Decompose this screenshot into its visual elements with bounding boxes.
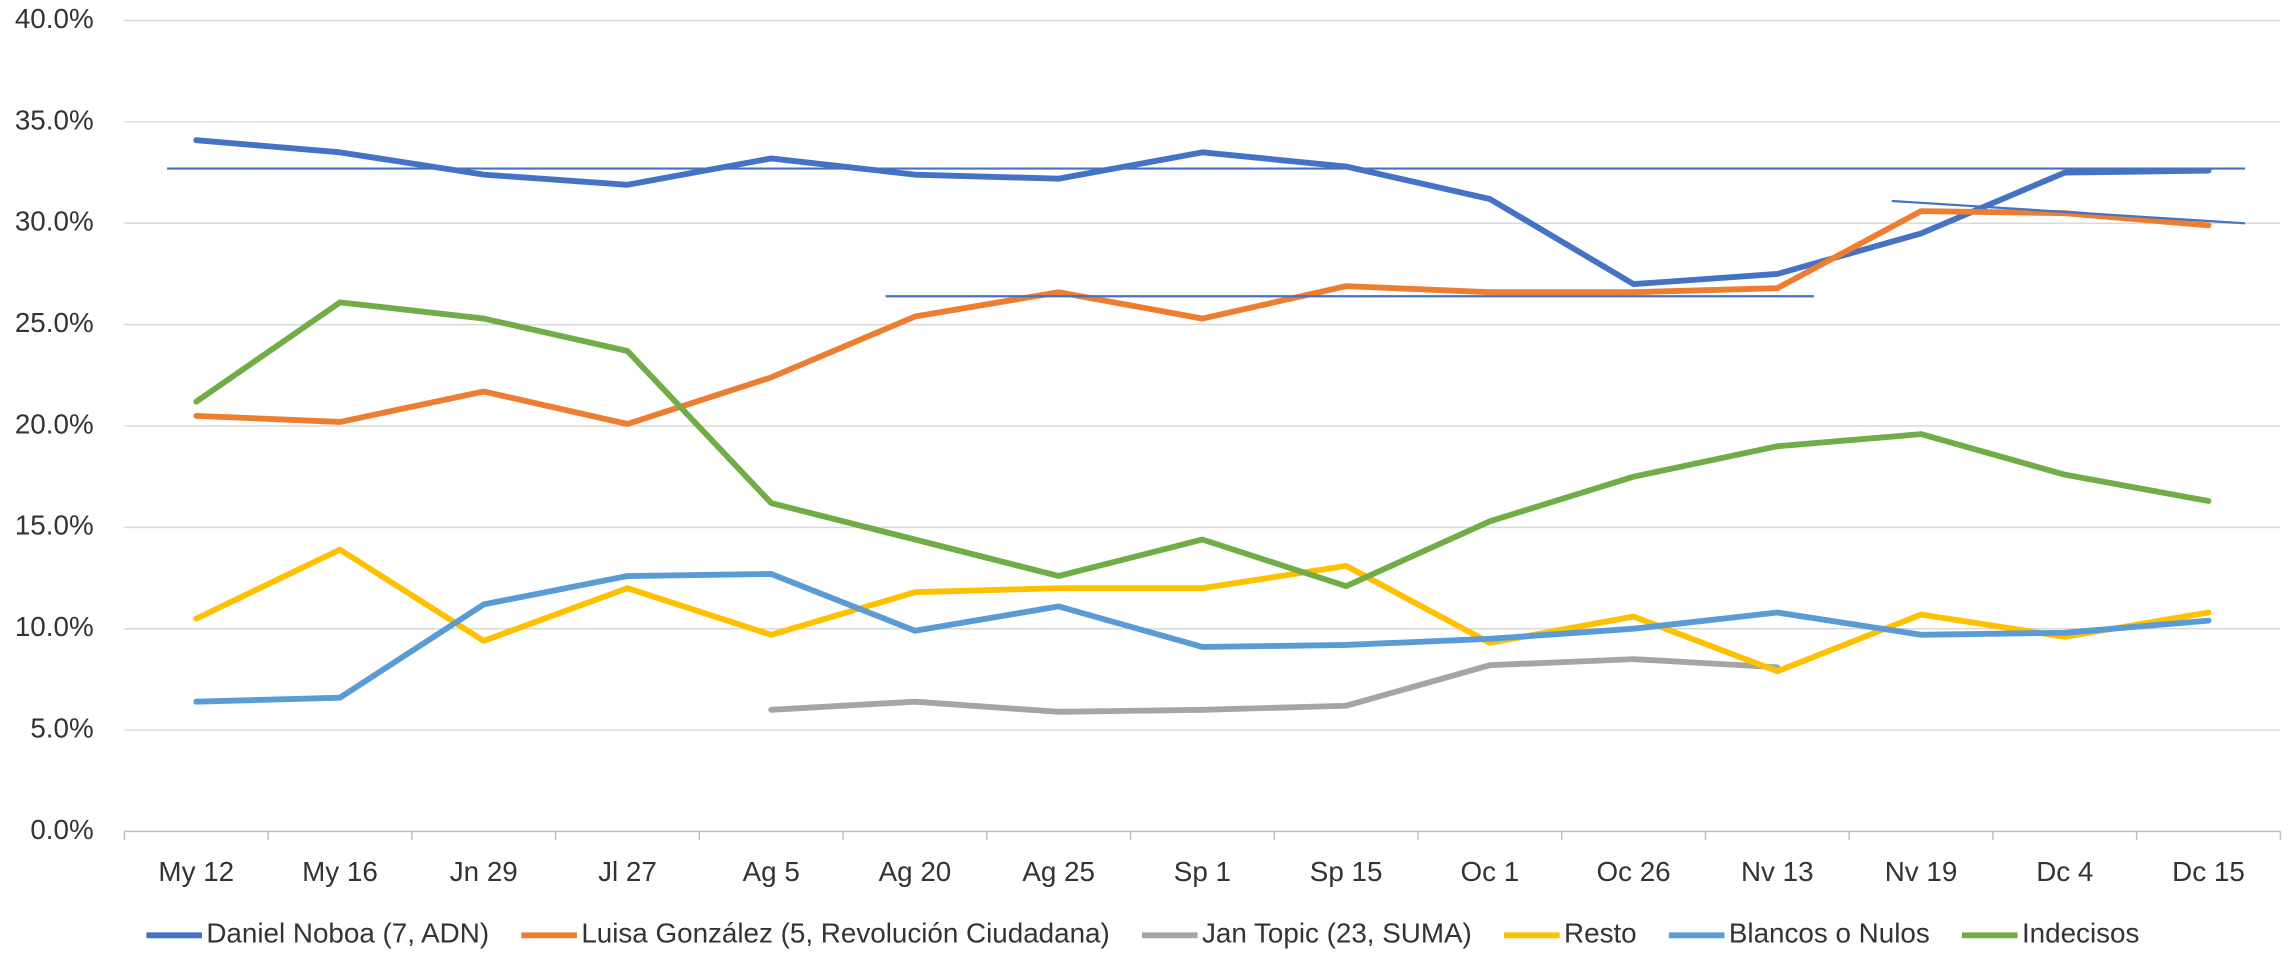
x-tick-label: Dc 15	[2172, 856, 2245, 887]
x-tick-label: Dc 4	[2036, 856, 2093, 887]
series-line	[193, 546, 2212, 675]
legend-label: Blancos o Nulos	[1729, 918, 1930, 949]
legend-label: Luisa González (5, Revolución Ciudadana)	[581, 918, 1109, 949]
x-tick-label: Jl 27	[598, 856, 657, 887]
x-tick-label: My 12	[158, 856, 234, 887]
series-line	[193, 208, 2212, 427]
x-tick-label: Jn 29	[450, 856, 518, 887]
y-tick-label: 5.0%	[30, 712, 93, 743]
legend-label: Daniel Noboa (7, ADN)	[206, 918, 489, 949]
legend-label: Resto	[1564, 918, 1637, 949]
y-tick-label: 25.0%	[15, 307, 94, 338]
x-tick-label: Sp 1	[1174, 856, 1231, 887]
y-tick-label: 35.0%	[15, 104, 94, 135]
y-tick-label: 30.0%	[15, 206, 94, 237]
x-tick-label: Ag 25	[1022, 856, 1095, 887]
y-tick-label: 0.0%	[30, 814, 93, 845]
y-tick-label: 10.0%	[15, 611, 94, 642]
x-tick-label: Oc 1	[1460, 856, 1519, 887]
reference-line	[1891, 199, 2246, 225]
series-line	[193, 571, 2212, 705]
y-tick-label: 20.0%	[15, 408, 94, 439]
x-tick-label: Sp 15	[1310, 856, 1383, 887]
y-tick-label: 15.0%	[15, 510, 94, 541]
legend-label: Jan Topic (23, SUMA)	[1202, 918, 1472, 949]
series-line	[193, 299, 2212, 590]
x-tick-label: Ag 5	[743, 856, 800, 887]
legend-label: Indecisos	[2022, 918, 2139, 949]
series-line	[193, 137, 2212, 288]
x-tick-label: Nv 19	[1885, 856, 1958, 887]
series-line	[768, 656, 1781, 715]
y-tick-label: 40.0%	[15, 3, 94, 34]
x-tick-label: Oc 26	[1596, 856, 1670, 887]
x-tick-label: Nv 13	[1741, 856, 1814, 887]
x-tick-label: Ag 20	[879, 856, 952, 887]
x-tick-label: My 16	[302, 856, 378, 887]
